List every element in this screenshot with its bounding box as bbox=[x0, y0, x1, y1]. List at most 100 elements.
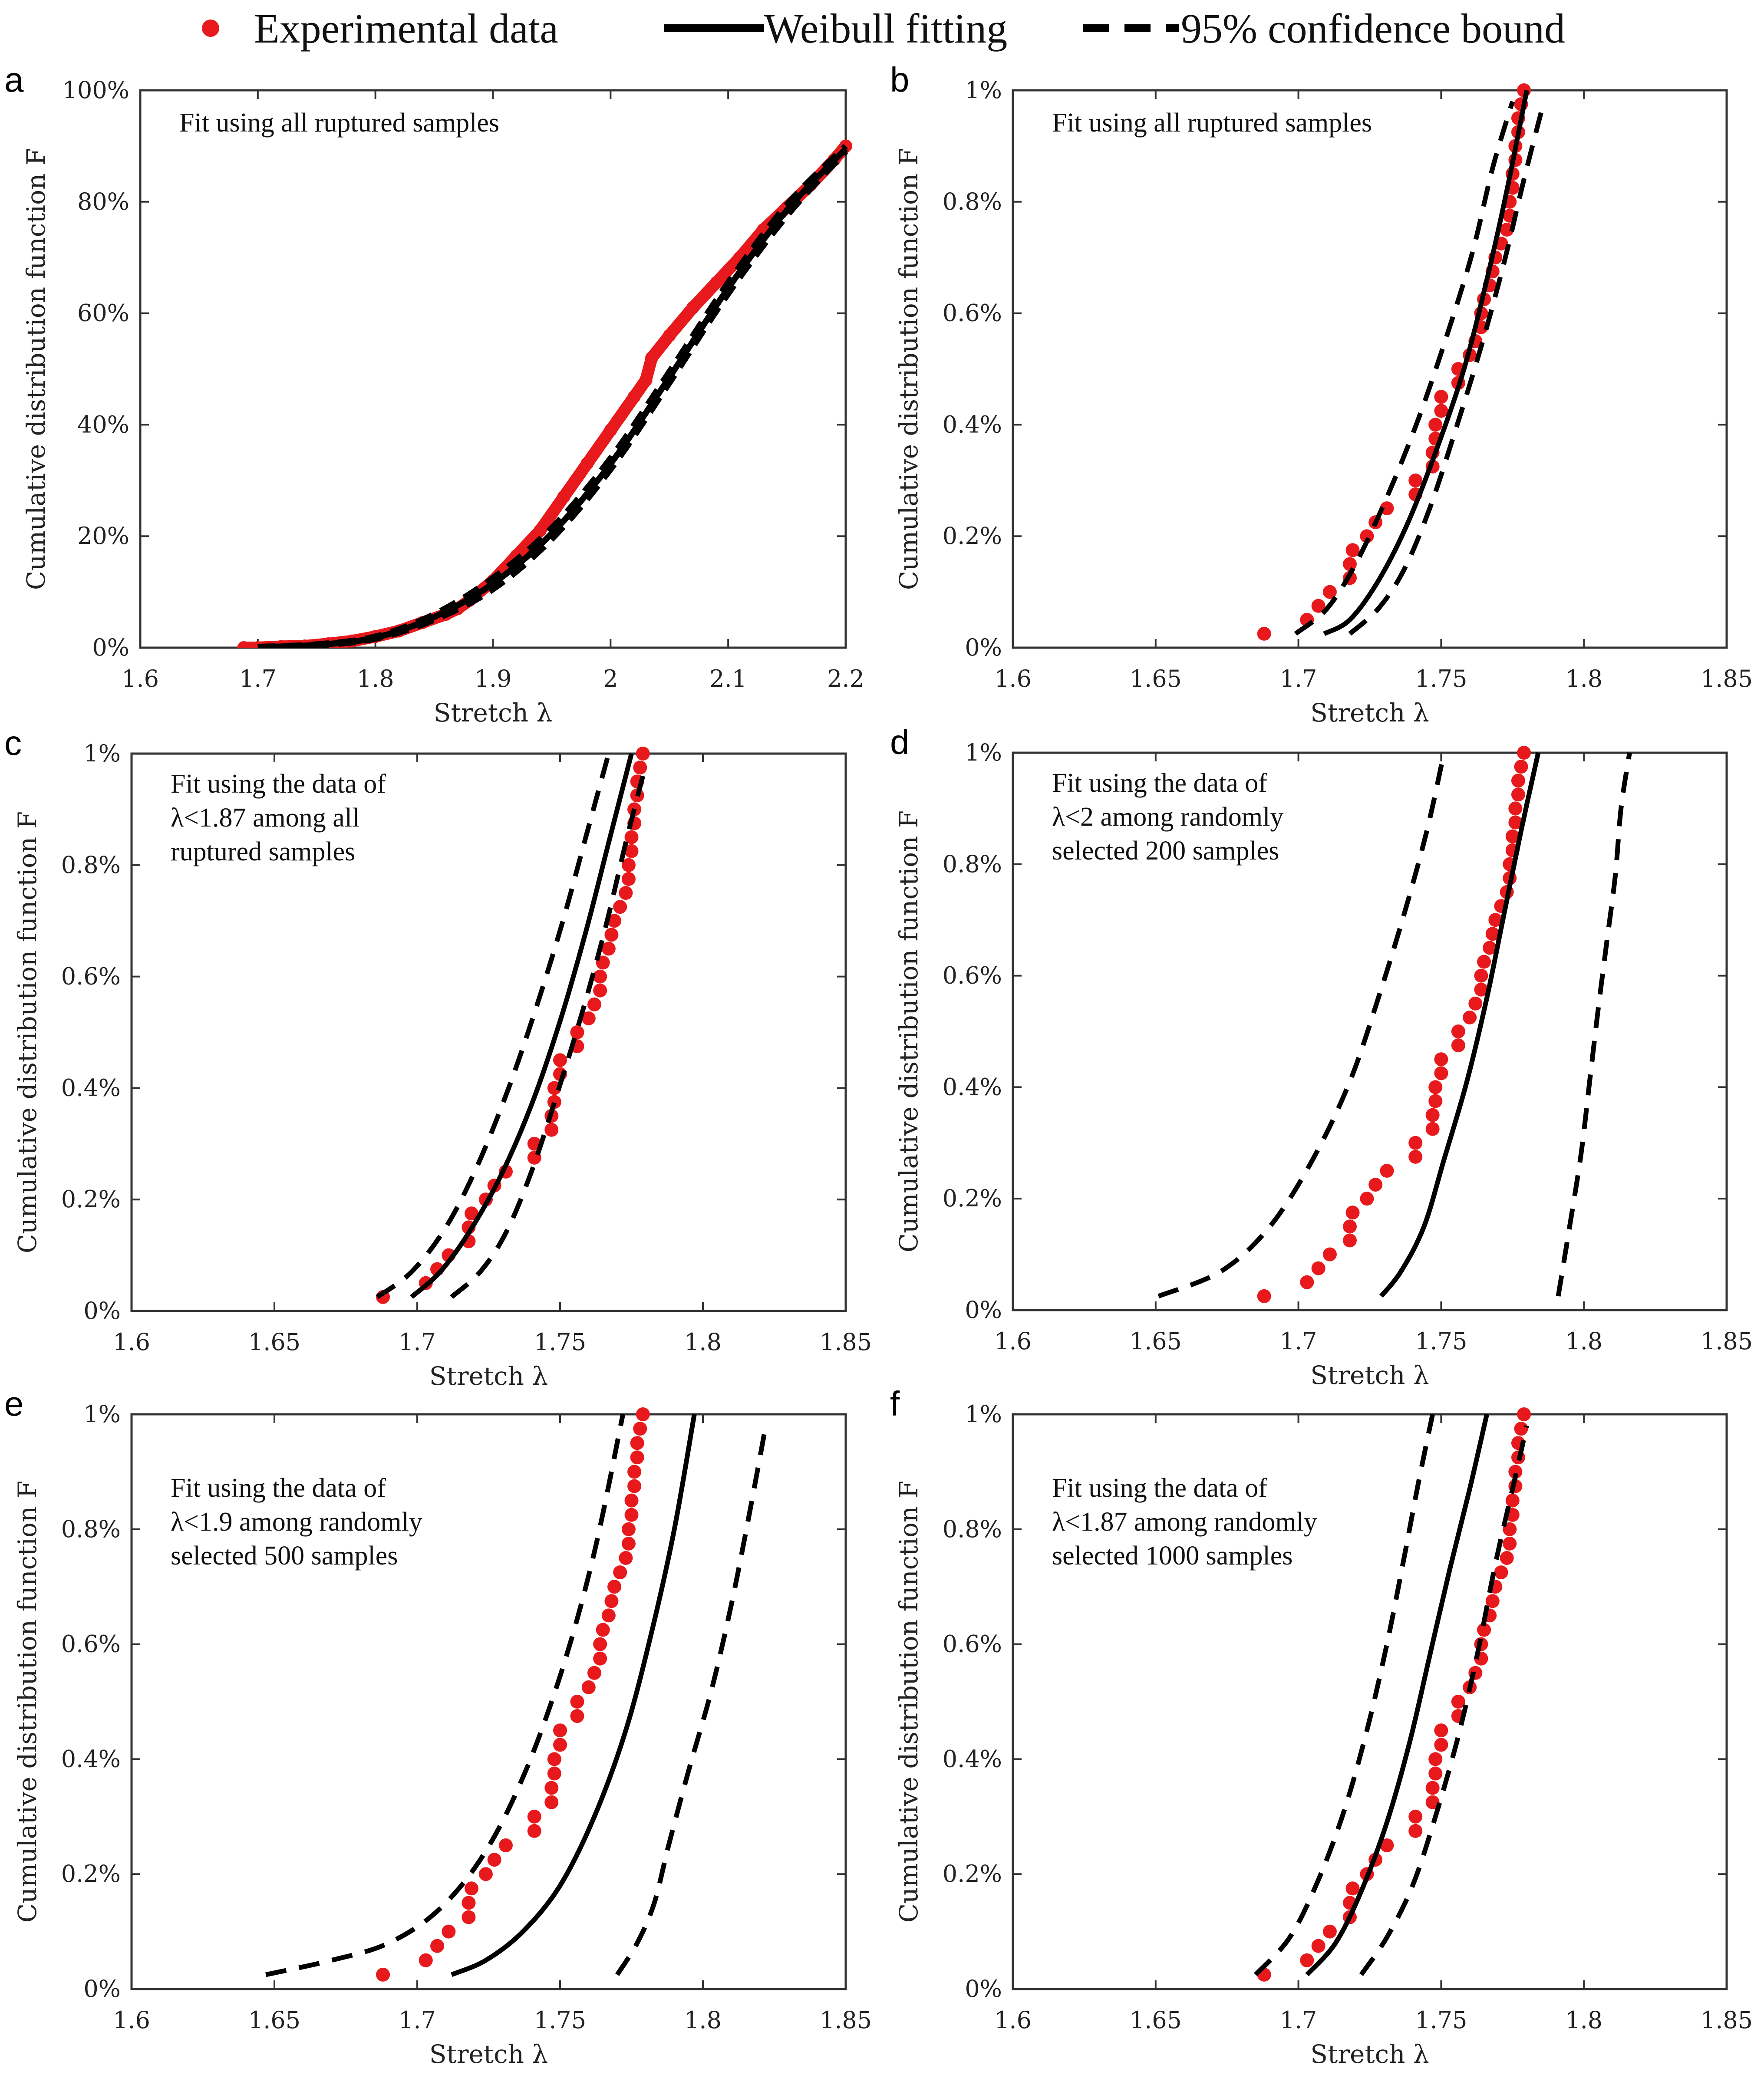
annotation-text: selected 200 samples bbox=[1052, 836, 1279, 866]
experimental-data-point bbox=[1408, 1136, 1423, 1150]
experimental-data-point bbox=[604, 1594, 619, 1608]
experimental-data-point bbox=[1425, 1795, 1440, 1809]
axes-frame bbox=[1012, 751, 1728, 1311]
legend-label-weibull: Weibull fitting bbox=[764, 5, 1008, 52]
x-tick-label: 1.7 bbox=[1280, 2006, 1317, 2034]
confidence-bound-line bbox=[1294, 101, 1515, 636]
experimental-data-point bbox=[1517, 746, 1531, 760]
y-axis-title: Cumulative distribution function F bbox=[13, 1481, 42, 1923]
experimental-data-point bbox=[613, 900, 627, 914]
experimental-data-point bbox=[587, 1666, 601, 1680]
experimental-data-point bbox=[1257, 626, 1271, 641]
experimental-data-point bbox=[1517, 1407, 1531, 1421]
experimental-data-point bbox=[527, 1824, 541, 1838]
experimental-data-point bbox=[624, 844, 639, 858]
panel-letter: b bbox=[890, 60, 910, 99]
experimental-data-point bbox=[1322, 585, 1337, 599]
annotation-text: Fit using the data of bbox=[171, 769, 386, 799]
experimental-data-point bbox=[442, 1924, 456, 1939]
y-tick-label: 0.8% bbox=[943, 850, 1002, 878]
y-tick-label: 0.8% bbox=[943, 1515, 1002, 1543]
experimental-data-point bbox=[1428, 1752, 1443, 1766]
y-tick-label: 40% bbox=[77, 411, 129, 438]
x-tick-label: 1.75 bbox=[534, 1328, 586, 1356]
y-tick-label: 0.2% bbox=[943, 1185, 1002, 1212]
legend-item-experimental: Experimental data bbox=[198, 4, 558, 52]
experimental-data-point bbox=[1360, 1192, 1374, 1206]
y-tick-label: 80% bbox=[77, 188, 129, 215]
experimental-data-point bbox=[419, 1953, 433, 1967]
chart-svg: 1.6 1.7 1.8 1.9 2 2.1 2.2 0% 20% 40% 60% 80% 100% Str… bbox=[21, 76, 864, 728]
x-tick-label: 1.6 bbox=[113, 2006, 150, 2034]
experimental-data-point bbox=[237, 641, 251, 648]
experimental-data-point bbox=[1408, 1809, 1423, 1824]
y-tick-label: 0.6% bbox=[943, 300, 1002, 327]
experimental-data-point bbox=[1408, 473, 1423, 487]
panel-letter: d bbox=[890, 723, 910, 761]
confidence-bound-line bbox=[257, 149, 848, 648]
y-tick-label: 0.2% bbox=[943, 522, 1002, 550]
experimental-data-point bbox=[1511, 787, 1525, 802]
x-axis-title: Stretch λ bbox=[429, 2039, 548, 2069]
experimental-data-point bbox=[478, 1867, 493, 1881]
experimental-data-point bbox=[1342, 1219, 1357, 1234]
experimental-data-point bbox=[1311, 1261, 1325, 1275]
weibull-fit-line bbox=[1379, 752, 1541, 1298]
experimental-data-point bbox=[1368, 1178, 1383, 1192]
chart-svg: 1.6 1.65 1.7 1.75 1.8 1.85 0% 0.2% 0.4% 0.6% 0.8% 1… bbox=[894, 1400, 1753, 2069]
confidence-bound-line bbox=[1359, 1425, 1530, 1976]
weibull-fit-line bbox=[410, 753, 634, 1299]
experimental-data-point bbox=[1488, 913, 1503, 927]
experimental-data-point bbox=[570, 1709, 584, 1723]
experimental-data-point bbox=[1428, 418, 1443, 432]
y-tick-label: 0% bbox=[965, 1296, 1002, 1324]
experimental-data-point bbox=[1342, 1233, 1357, 1248]
x-axis-title: Stretch λ bbox=[1310, 2039, 1429, 2069]
experimental-data-point bbox=[619, 886, 633, 900]
experimental-data-point bbox=[1380, 1164, 1394, 1178]
experimental-data-point bbox=[686, 301, 699, 314]
y-tick-label: 0.4% bbox=[943, 1073, 1002, 1100]
experimental-data-point bbox=[593, 983, 607, 998]
x-tick-label: 1.8 bbox=[684, 2006, 722, 2034]
annotation-text: λ<1.87 among all bbox=[171, 803, 359, 833]
experimental-data-point bbox=[1434, 1738, 1448, 1752]
x-tick-label: 1.6 bbox=[994, 1327, 1032, 1355]
x-tick-label: 1.65 bbox=[248, 1328, 300, 1356]
y-tick-label: 1% bbox=[83, 1400, 121, 1428]
x-tick-label: 1.6 bbox=[994, 665, 1032, 692]
x-tick-label: 1.8 bbox=[1565, 1327, 1602, 1355]
annotation-text: Fit using the data of bbox=[1052, 768, 1267, 798]
x-tick-label: 1.6 bbox=[122, 665, 159, 692]
x-tick-label: 1.6 bbox=[113, 1328, 150, 1356]
axes-frame bbox=[1012, 1413, 1728, 1990]
experimental-data-point bbox=[1434, 390, 1448, 404]
experimental-data-point bbox=[633, 761, 647, 775]
experimental-data-point bbox=[1311, 1939, 1325, 1953]
dashed-line-marker-icon bbox=[1083, 24, 1179, 32]
x-tick-label: 1.65 bbox=[1130, 1327, 1182, 1355]
experimental-data-point bbox=[1485, 927, 1500, 941]
experimental-data-point bbox=[1322, 1247, 1337, 1261]
experimental-data-point bbox=[1345, 1881, 1360, 1896]
y-tick-label: 60% bbox=[77, 300, 129, 327]
chart-panel-f: f 1.6 1.65 1.7 1.75 1.8 1.85 0% 0.2% 0.4% 0.6% 0.8%… bbox=[883, 1384, 1753, 2093]
axes-frame bbox=[130, 752, 847, 1312]
annotation-text: Fit using all ruptured samples bbox=[1052, 108, 1372, 138]
experimental-data-point bbox=[1257, 1289, 1271, 1303]
x-tick-label: 1.6 bbox=[994, 2006, 1032, 2034]
experimental-data-point bbox=[1477, 1623, 1491, 1637]
experimental-data-point bbox=[593, 1651, 607, 1666]
experimental-data-point bbox=[1500, 1551, 1514, 1565]
chart-svg: 1.6 1.65 1.7 1.75 1.8 1.85 0% 0.2% 0.4% 0.6% 0.8% 1… bbox=[13, 1400, 872, 2069]
experimental-data-point bbox=[1451, 1038, 1465, 1053]
axes-frame bbox=[1012, 89, 1728, 649]
chart-panel-b: b 1.6 1.65 1.7 1.75 1.8 1.85 0% 0.2% 0.4% 0.6% 0.8%… bbox=[883, 60, 1753, 752]
panel-letter: f bbox=[890, 1384, 900, 1423]
experimental-data-point bbox=[1494, 1565, 1508, 1580]
x-tick-label: 1.85 bbox=[1701, 2006, 1753, 2034]
experimental-data-point bbox=[544, 1123, 559, 1137]
experimental-data-point bbox=[462, 1910, 476, 1924]
experimental-data-point bbox=[1474, 982, 1488, 997]
annotation-text: Fit using the data of bbox=[171, 1473, 386, 1503]
